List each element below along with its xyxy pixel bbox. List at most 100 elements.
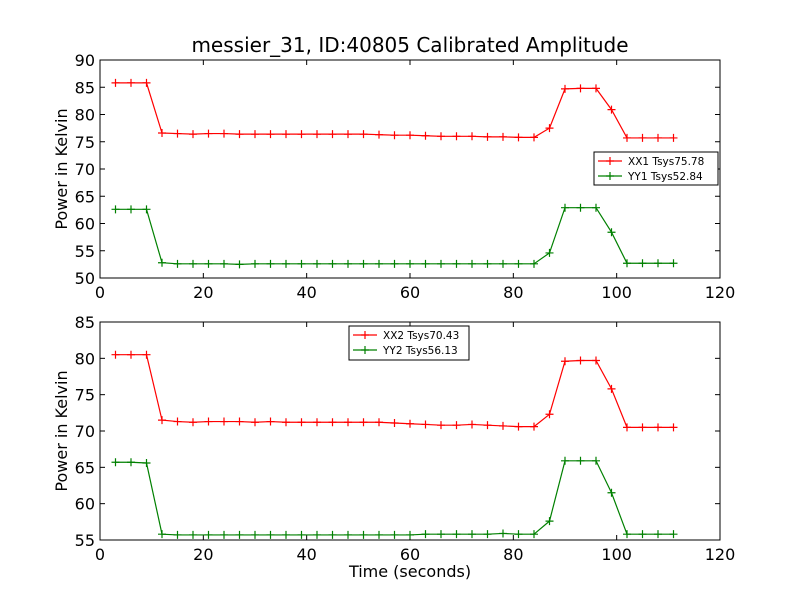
data-point [282,530,290,539]
data-point [623,423,631,432]
x-tick-label: 40 [296,283,316,302]
data-point [514,259,523,268]
x-tick-label: 20 [193,545,213,564]
y-tick-label: 65 [75,187,95,206]
data-point [111,350,120,359]
data-point [266,530,275,539]
y-tick-label: 85 [75,78,95,97]
data-point [127,78,135,87]
data-point [545,410,554,419]
data-point [344,530,352,539]
x-tick-label: 100 [601,545,632,564]
data-point [251,530,259,539]
legend-marker [606,172,614,180]
data-point [638,259,647,268]
data-point [266,130,275,139]
top-subplot: 0 20 40 60 80 100 120 50 55 60 65 70 75 80 85 90 Power i… [52,51,735,302]
data-point [142,350,151,359]
y-tick-label: 65 [75,458,95,477]
data-point [623,133,631,142]
data-point [654,530,662,539]
data-point [344,259,352,268]
data-point [607,228,616,237]
data-point [328,530,337,539]
data-point [638,530,647,539]
data-point [297,259,306,268]
x-tick-label: 120 [705,545,736,564]
data-point [468,420,476,429]
data-point [111,458,120,467]
data-point [313,418,321,427]
data-point [344,130,352,139]
data-point [282,259,290,268]
data-point [390,131,399,140]
data-point [561,203,569,212]
y-tick-label: 50 [75,269,95,288]
data-point [421,259,430,268]
data-point [561,84,569,93]
y-tick-label: 60 [75,215,95,234]
data-point [282,130,290,139]
legend-label: XX1 Tsys75.78 [628,156,704,168]
legend-box [348,325,470,361]
data-point [328,130,337,139]
data-point [545,248,554,257]
data-point [390,259,399,268]
data-point [545,124,554,133]
data-point [452,421,461,430]
data-point [499,421,507,430]
data-point [592,84,600,93]
data-point [359,130,368,139]
x-tick-label: 20 [193,283,213,302]
data-point [406,131,414,140]
data-point [158,258,166,267]
data-point [592,356,600,365]
data-point [669,423,678,432]
data-point [328,259,337,268]
data-point [592,203,600,212]
data-point [514,133,523,142]
data-point [220,417,228,426]
data-point [530,530,538,539]
x-tick-label: 40 [296,545,316,564]
data-point [375,530,383,539]
data-point [204,259,213,268]
data-point [530,133,538,142]
legend-label: YY2 Tsys56.13 [382,345,458,357]
data-point [127,205,135,214]
y-tick-label: 70 [75,422,95,441]
x-tick-label: 0 [95,545,105,564]
data-point [421,131,430,140]
data-point [359,259,368,268]
data-point [282,418,290,427]
data-point [142,78,151,87]
data-point [313,259,321,268]
data-point [235,260,244,269]
data-point [468,132,476,141]
data-point [654,133,662,142]
data-point [111,78,120,87]
data-point [437,421,445,430]
data-point [142,205,151,214]
data-point [623,530,631,539]
y-tick-label: 75 [75,133,95,152]
data-point [669,530,678,539]
data-point [406,259,414,268]
data-point [111,205,120,214]
data-point [204,530,213,539]
data-point [437,132,445,141]
y-tick-label: 60 [75,495,95,514]
x-tick-label: 80 [503,545,523,564]
data-point [452,132,461,141]
data-point [437,259,445,268]
data-point [437,530,445,539]
data-point [220,129,228,138]
data-point [220,259,228,268]
legend-box [593,151,719,186]
data-point [390,530,399,539]
x-tick-label: 100 [601,283,632,302]
data-point [375,130,383,139]
data-point [235,130,244,139]
data-point [607,384,616,393]
